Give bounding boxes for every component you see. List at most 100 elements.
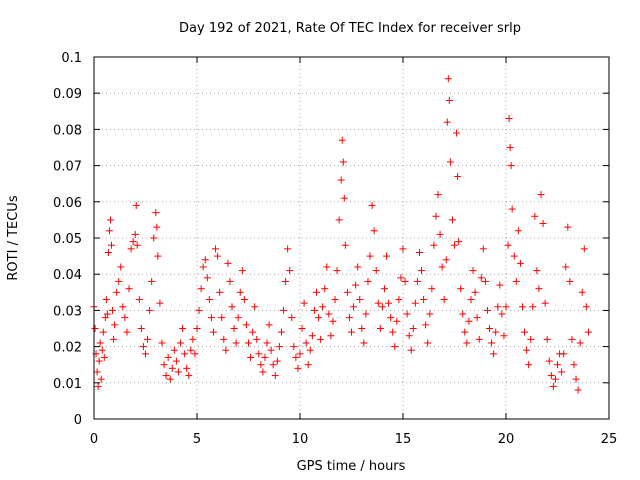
data-point [282, 277, 290, 285]
data-point [265, 321, 273, 329]
data-point [212, 245, 220, 253]
data-point [251, 303, 259, 311]
data-point [374, 299, 382, 307]
data-point [566, 277, 574, 285]
data-point [133, 241, 141, 249]
data-point [339, 158, 347, 166]
data-point [562, 263, 570, 271]
data-point [187, 346, 195, 354]
data-point [428, 285, 436, 293]
data-point [376, 325, 384, 332]
data-point [395, 296, 403, 304]
data-point [259, 368, 267, 376]
data-point [290, 343, 298, 351]
data-point [518, 303, 526, 311]
data-point [193, 325, 201, 332]
y-tick-label: 0.06 [53, 196, 82, 211]
data-point [226, 277, 234, 285]
data-point [475, 335, 483, 343]
data-point [504, 241, 512, 249]
data-point [405, 332, 413, 340]
data-point [228, 303, 236, 311]
data-point [135, 296, 143, 304]
chart-title: Day 192 of 2021, Rate Of TEC Index for r… [179, 21, 521, 36]
x-tick-label: 20 [498, 432, 515, 447]
data-point [101, 314, 109, 322]
data-point [267, 346, 275, 354]
data-point [174, 368, 182, 376]
data-point [479, 245, 487, 253]
data-point [582, 303, 590, 311]
data-point [181, 350, 189, 358]
data-points [90, 75, 592, 394]
data-point [358, 325, 366, 332]
data-point [236, 288, 244, 296]
data-point [168, 364, 176, 372]
data-point [269, 361, 277, 369]
data-point [498, 310, 506, 318]
data-point [368, 201, 376, 209]
data-point [185, 372, 193, 380]
data-point [131, 230, 139, 238]
data-point [121, 314, 129, 322]
data-point [306, 346, 314, 354]
data-point [110, 335, 118, 343]
data-point [150, 234, 158, 242]
data-point [383, 252, 391, 260]
y-tick-label: 0 [74, 413, 82, 428]
data-point [564, 223, 572, 231]
data-point [257, 361, 265, 369]
data-point [95, 357, 103, 365]
data-point [354, 263, 362, 271]
data-point [401, 277, 409, 285]
data-point [477, 274, 485, 282]
data-point [512, 277, 520, 285]
data-point [179, 325, 187, 332]
data-point [152, 209, 160, 217]
data-point [438, 263, 446, 271]
data-point [296, 350, 304, 358]
data-point [380, 285, 388, 293]
y-tick-label: 0.08 [53, 123, 82, 138]
data-point [156, 299, 164, 307]
data-point [521, 328, 529, 336]
data-point [443, 118, 451, 126]
data-point [415, 248, 423, 256]
data-point [507, 162, 515, 170]
data-point [409, 325, 417, 332]
data-point [378, 303, 386, 311]
data-point [541, 299, 549, 307]
data-point [144, 335, 152, 343]
data-point [578, 288, 586, 296]
data-point [533, 267, 541, 275]
data-point [199, 263, 207, 271]
data-point [170, 346, 178, 354]
data-point [360, 339, 368, 347]
y-tick-label: 0.09 [53, 87, 82, 102]
data-point [331, 296, 339, 304]
data-point [543, 335, 551, 343]
data-point [123, 328, 131, 336]
data-point [500, 332, 508, 340]
y-tick-label: 0.07 [53, 160, 82, 175]
data-point [525, 361, 533, 369]
data-point [216, 288, 224, 296]
x-tick-label: 0 [90, 432, 98, 447]
data-point [535, 285, 543, 293]
data-point [132, 201, 140, 209]
data-point [304, 361, 312, 369]
data-point [104, 248, 112, 256]
data-point [242, 321, 250, 329]
data-point [455, 238, 463, 246]
data-point [387, 314, 395, 322]
y-tick-label: 0.01 [53, 377, 82, 392]
data-point [310, 306, 318, 314]
data-point [560, 350, 568, 358]
data-point [245, 339, 252, 347]
data-point [448, 216, 456, 224]
data-point [389, 328, 397, 336]
data-point [162, 372, 170, 380]
data-point [327, 332, 335, 340]
data-point [127, 245, 135, 253]
x-tick-label: 25 [601, 432, 618, 447]
